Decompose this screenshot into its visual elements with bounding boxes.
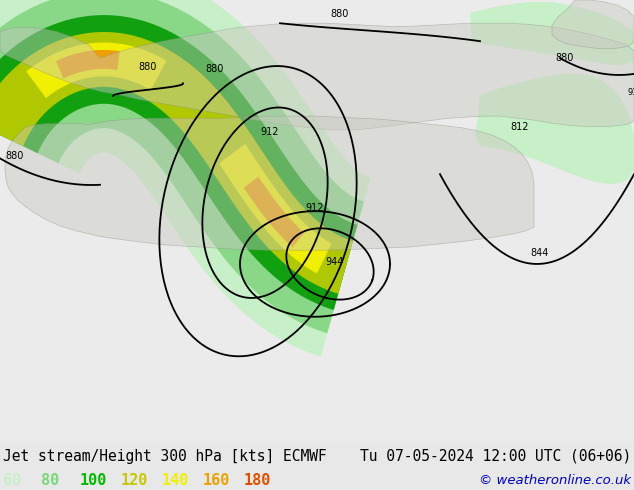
Polygon shape	[475, 74, 634, 184]
Text: 60: 60	[3, 473, 22, 488]
Polygon shape	[56, 50, 120, 78]
Polygon shape	[552, 0, 634, 49]
Polygon shape	[0, 0, 364, 333]
Text: 880: 880	[5, 151, 23, 161]
Text: 844: 844	[530, 248, 548, 258]
Text: 180: 180	[244, 473, 271, 488]
Polygon shape	[0, 15, 358, 310]
Text: 140: 140	[162, 473, 189, 488]
Text: Tu 07-05-2024 12:00 UTC (06+06): Tu 07-05-2024 12:00 UTC (06+06)	[359, 449, 631, 464]
Polygon shape	[5, 116, 534, 250]
Polygon shape	[0, 32, 353, 294]
Text: 80: 80	[41, 473, 60, 488]
Text: 880: 880	[555, 53, 573, 63]
Polygon shape	[243, 177, 304, 247]
Text: 100: 100	[79, 473, 107, 488]
Text: 912: 912	[261, 127, 279, 137]
Text: 812: 812	[510, 122, 529, 132]
Polygon shape	[26, 43, 167, 98]
Polygon shape	[0, 23, 634, 130]
Polygon shape	[470, 2, 634, 66]
Polygon shape	[0, 0, 370, 357]
Text: 880: 880	[331, 9, 349, 19]
Polygon shape	[219, 144, 332, 273]
Text: 944: 944	[326, 257, 344, 267]
Text: 912: 912	[306, 203, 324, 213]
Text: 160: 160	[203, 473, 230, 488]
Text: 880: 880	[206, 64, 224, 74]
Text: 91: 91	[628, 88, 634, 98]
Text: © weatheronline.co.uk: © weatheronline.co.uk	[479, 474, 631, 487]
Text: Jet stream/Height 300 hPa [kts] ECMWF: Jet stream/Height 300 hPa [kts] ECMWF	[3, 449, 327, 464]
Text: 120: 120	[120, 473, 148, 488]
Text: 880: 880	[139, 62, 157, 72]
